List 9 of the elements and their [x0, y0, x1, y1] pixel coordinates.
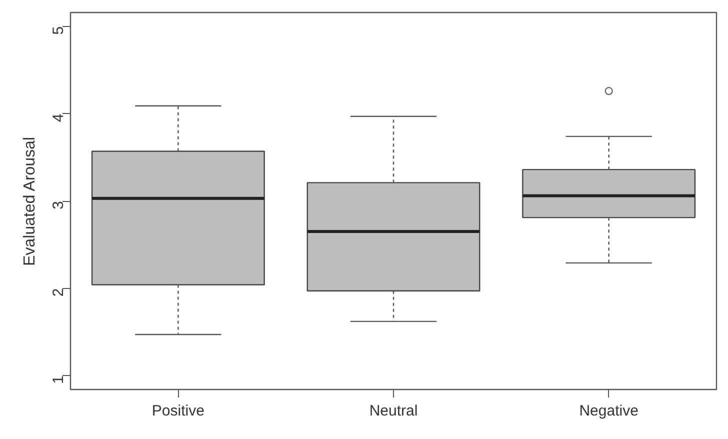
y-axis-title: Evaluated Arousal — [22, 136, 38, 266]
y-tick-label: 2 — [50, 288, 67, 297]
y-tick-label: 5 — [50, 26, 67, 35]
x-tick-label: Neutral — [369, 402, 418, 420]
y-tick-label: 3 — [50, 201, 67, 210]
y-tick-label: 1 — [50, 376, 67, 384]
y-tick-label: 4 — [50, 114, 67, 122]
x-tick-label: Negative — [579, 402, 638, 420]
x-tick-label: Positive — [152, 402, 204, 420]
